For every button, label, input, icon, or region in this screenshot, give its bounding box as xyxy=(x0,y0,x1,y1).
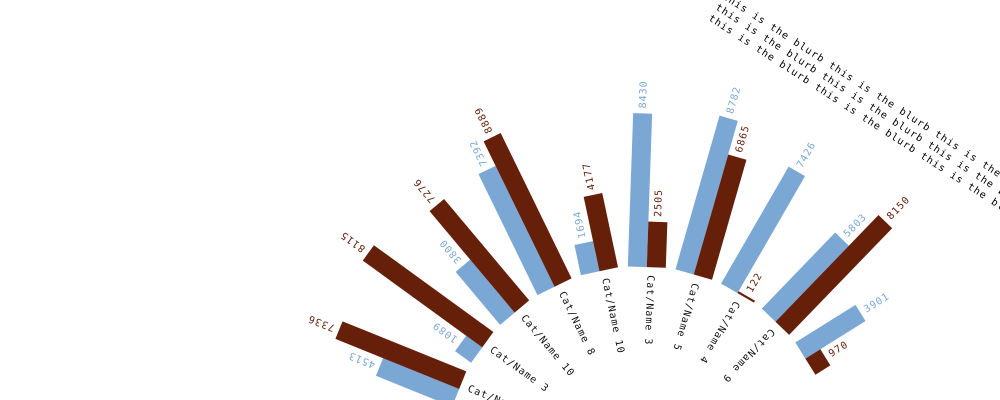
category-label: Cat/Name 8 xyxy=(556,290,597,358)
bar xyxy=(583,192,619,272)
bar xyxy=(455,335,483,363)
bar xyxy=(721,166,806,294)
blurb: this is the blurb this is the blurb this… xyxy=(706,0,1000,324)
category-label: Cat/Name 9 xyxy=(720,326,777,384)
category-label: Cat/Name 3 xyxy=(488,345,551,395)
bar xyxy=(646,221,668,268)
bar-group: Cat/Name 3 8430 2505 xyxy=(627,80,668,346)
value-label: 7426 xyxy=(795,140,819,170)
value-label: 8782 xyxy=(725,85,743,115)
value-label: 8115 xyxy=(339,229,368,254)
bar xyxy=(737,291,756,303)
bar xyxy=(675,115,738,275)
bar xyxy=(775,215,893,335)
value-label: 8889 xyxy=(473,105,495,135)
value-label: 4177 xyxy=(581,161,598,191)
category-label: Cat/Name 10 xyxy=(599,277,626,355)
bar xyxy=(795,304,866,359)
bar xyxy=(761,232,849,322)
bar xyxy=(335,321,467,389)
category-label: Cat/Name 4 xyxy=(697,299,742,365)
value-label: 2505 xyxy=(653,189,665,217)
value-label: 7336 xyxy=(306,312,336,333)
bar xyxy=(483,132,572,287)
bar xyxy=(693,154,747,280)
bar xyxy=(429,198,530,313)
category-label: Cat/Name 3 xyxy=(642,275,655,346)
value-label: 6865 xyxy=(734,124,752,154)
bar xyxy=(478,165,555,296)
category-label: Cat/Name 5 xyxy=(466,384,535,400)
value-label: 1694 xyxy=(572,209,589,239)
category-label: Cat/Name 5 xyxy=(670,282,700,353)
value-label: 8430 xyxy=(638,80,650,108)
bar-group: Cat/Name 5 8782 6865 xyxy=(670,85,752,353)
bar xyxy=(375,358,460,400)
bar xyxy=(455,259,515,325)
bar xyxy=(805,349,831,375)
value-label: 8150 xyxy=(885,194,912,222)
bar xyxy=(362,245,494,348)
value-label: 7276 xyxy=(412,176,438,205)
value-label: 3901 xyxy=(862,291,892,315)
bar-group: Cat/Name 10 1694 4177 xyxy=(572,161,626,355)
bar xyxy=(574,241,600,276)
bar xyxy=(627,113,653,268)
